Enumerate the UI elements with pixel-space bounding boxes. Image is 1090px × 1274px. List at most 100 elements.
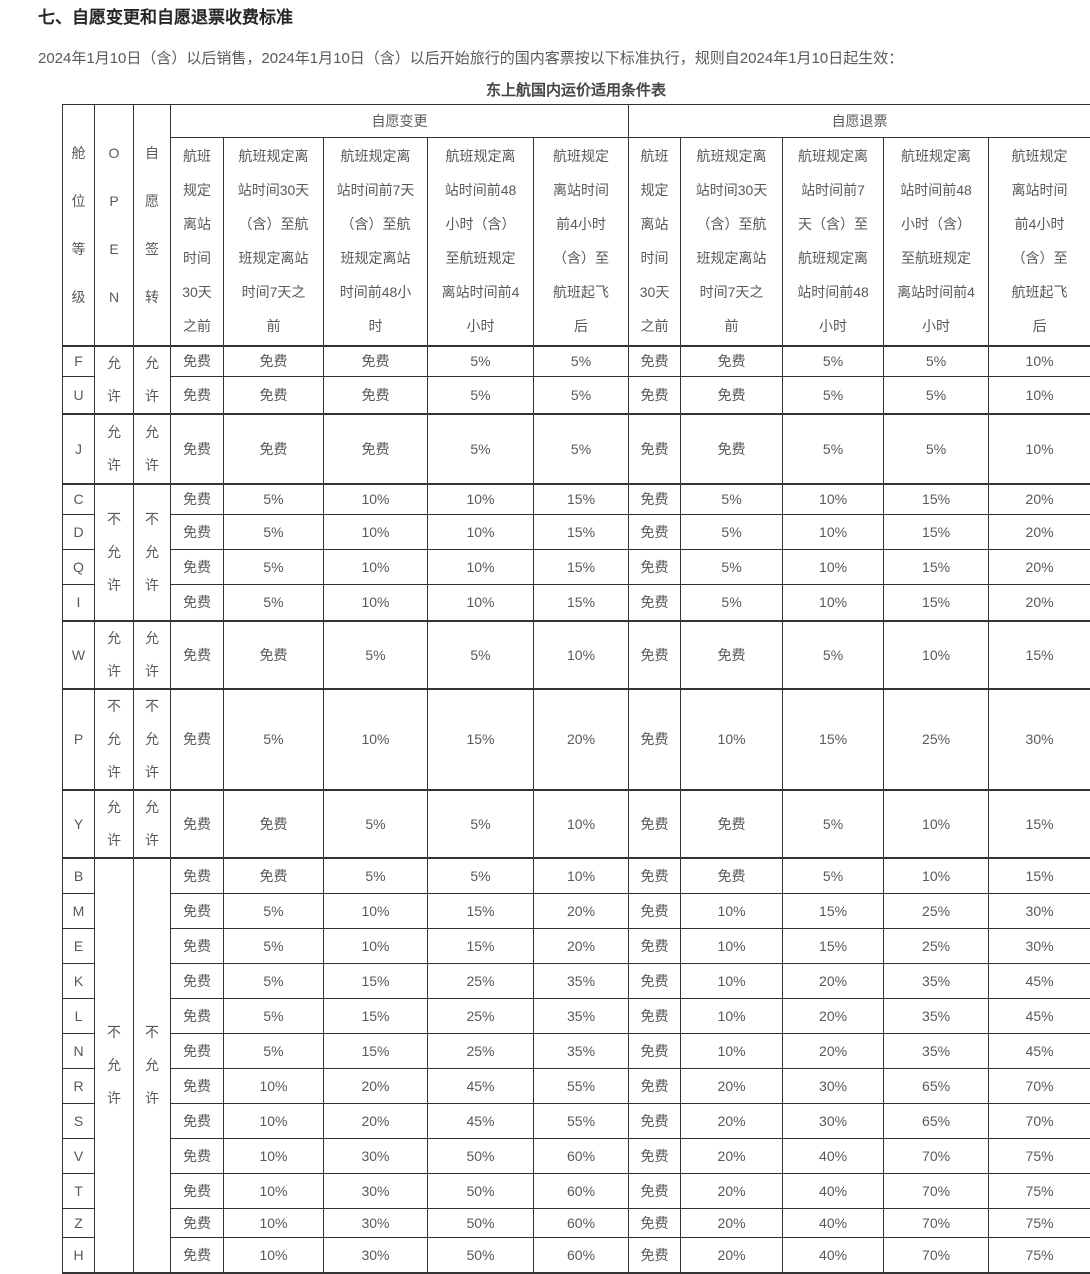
change-fee-cell-U-3: 免费 bbox=[324, 376, 428, 413]
cabin-cell-B: B bbox=[63, 858, 95, 894]
change-fee-cell-Q-1: 免费 bbox=[171, 550, 224, 585]
change-fee-cell-M-5: 20% bbox=[534, 894, 629, 929]
change-fee-cell-V-5: 60% bbox=[534, 1139, 629, 1174]
change-fee-cell-H-3: 30% bbox=[324, 1238, 428, 1273]
change-fee-cell-K-1: 免费 bbox=[171, 964, 224, 999]
refund-fee-cell-Z-1: 免费 bbox=[629, 1209, 681, 1238]
refund-fee-cell-J-4: 5% bbox=[884, 414, 989, 484]
refund-fee-cell-Q-4: 15% bbox=[884, 550, 989, 585]
refund-fee-cell-D-3: 10% bbox=[783, 515, 884, 550]
change-fee-cell-V-2: 10% bbox=[224, 1139, 324, 1174]
change-fee-cell-H-5: 60% bbox=[534, 1238, 629, 1273]
open-permission-cell: 允许 bbox=[95, 414, 134, 484]
change-fee-cell-D-1: 免费 bbox=[171, 515, 224, 550]
change-fee-cell-D-5: 15% bbox=[534, 515, 629, 550]
refund-fee-cell-N-1: 免费 bbox=[629, 1034, 681, 1069]
header-endorse-label: 自愿签转 bbox=[144, 129, 160, 321]
cabin-cell-V: V bbox=[63, 1139, 95, 1174]
refund-fee-cell-M-3: 15% bbox=[783, 894, 884, 929]
refund-fee-cell-E-4: 25% bbox=[884, 929, 989, 964]
change-fee-cell-Z-3: 30% bbox=[324, 1209, 428, 1238]
refund-fee-cell-B-5: 15% bbox=[989, 858, 1090, 894]
cabin-cell-T: T bbox=[63, 1174, 95, 1209]
change-fee-cell-S-3: 20% bbox=[324, 1104, 428, 1139]
header-voluntary-change: 自愿变更 bbox=[171, 105, 629, 138]
refund-fee-cell-P-4: 25% bbox=[884, 689, 989, 790]
change-period-header-4: 航班规定离站时间前48小时（含）至航班规定离站时间前4小时 bbox=[428, 138, 534, 346]
refund-fee-cell-B-1: 免费 bbox=[629, 858, 681, 894]
refund-fee-cell-U-5: 10% bbox=[989, 376, 1090, 413]
refund-fee-cell-N-3: 20% bbox=[783, 1034, 884, 1069]
cabin-cell-I: I bbox=[63, 585, 95, 621]
refund-fee-cell-Y-1: 免费 bbox=[629, 790, 681, 858]
refund-fee-cell-V-5: 75% bbox=[989, 1139, 1090, 1174]
refund-fee-cell-U-2: 免费 bbox=[681, 376, 783, 413]
refund-fee-cell-T-4: 70% bbox=[884, 1174, 989, 1209]
change-fee-cell-L-4: 25% bbox=[428, 999, 534, 1034]
endorse-permission-cell-label: 不允许 bbox=[144, 1016, 160, 1115]
refund-fee-cell-K-4: 35% bbox=[884, 964, 989, 999]
change-fee-cell-W-3: 5% bbox=[324, 621, 428, 689]
header-endorse: 自愿签转 bbox=[134, 105, 171, 346]
refund-fee-cell-R-4: 65% bbox=[884, 1069, 989, 1104]
open-permission-cell: 允许 bbox=[95, 621, 134, 689]
refund-fee-cell-H-3: 40% bbox=[783, 1238, 884, 1273]
refund-period-header-5: 航班规定离站时间前4小时（含）至航班起飞后 bbox=[989, 138, 1090, 346]
change-fee-cell-E-2: 5% bbox=[224, 929, 324, 964]
change-fee-cell-D-2: 5% bbox=[224, 515, 324, 550]
change-fee-cell-P-5: 20% bbox=[534, 689, 629, 790]
cabin-cell-F: F bbox=[63, 346, 95, 377]
change-fee-cell-W-1: 免费 bbox=[171, 621, 224, 689]
fare-conditions-table: 舱位等级 OPEN 自愿签转 自愿变更 自愿退票 航班规定离站时间30天之前 航… bbox=[62, 104, 1090, 1274]
endorse-permission-cell: 允许 bbox=[134, 790, 171, 858]
refund-fee-cell-F-2: 免费 bbox=[681, 346, 783, 377]
change-fee-cell-E-1: 免费 bbox=[171, 929, 224, 964]
refund-fee-cell-B-3: 5% bbox=[783, 858, 884, 894]
refund-fee-cell-W-4: 10% bbox=[884, 621, 989, 689]
refund-fee-cell-P-3: 15% bbox=[783, 689, 884, 790]
change-fee-cell-D-4: 10% bbox=[428, 515, 534, 550]
change-fee-cell-B-3: 5% bbox=[324, 858, 428, 894]
refund-fee-cell-Z-2: 20% bbox=[681, 1209, 783, 1238]
change-fee-cell-L-3: 15% bbox=[324, 999, 428, 1034]
change-fee-cell-H-1: 免费 bbox=[171, 1238, 224, 1273]
change-fee-cell-C-3: 10% bbox=[324, 484, 428, 515]
change-fee-cell-E-5: 20% bbox=[534, 929, 629, 964]
refund-fee-cell-J-3: 5% bbox=[783, 414, 884, 484]
refund-fee-cell-Q-3: 10% bbox=[783, 550, 884, 585]
intro-text: 2024年1月10日（含）以后销售，2024年1月10日（含）以后开始旅行的国内… bbox=[38, 49, 1090, 68]
open-permission-cell-label: 允许 bbox=[106, 791, 122, 857]
cabin-cell-R: R bbox=[63, 1069, 95, 1104]
refund-fee-cell-E-2: 10% bbox=[681, 929, 783, 964]
change-fee-cell-N-5: 35% bbox=[534, 1034, 629, 1069]
change-fee-cell-K-4: 25% bbox=[428, 964, 534, 999]
header-open-label: OPEN bbox=[106, 129, 122, 321]
change-fee-cell-Y-1: 免费 bbox=[171, 790, 224, 858]
refund-fee-cell-Z-4: 70% bbox=[884, 1209, 989, 1238]
change-fee-cell-F-1: 免费 bbox=[171, 346, 224, 377]
change-fee-cell-J-3: 免费 bbox=[324, 414, 428, 484]
refund-fee-cell-C-1: 免费 bbox=[629, 484, 681, 515]
refund-fee-cell-W-2: 免费 bbox=[681, 621, 783, 689]
group-header-row: 舱位等级 OPEN 自愿签转 自愿变更 自愿退票 bbox=[63, 105, 1090, 138]
endorse-permission-cell: 不允许 bbox=[134, 484, 171, 621]
change-fee-cell-E-4: 15% bbox=[428, 929, 534, 964]
change-fee-cell-M-2: 5% bbox=[224, 894, 324, 929]
refund-fee-cell-Q-2: 5% bbox=[681, 550, 783, 585]
change-fee-cell-Y-4: 5% bbox=[428, 790, 534, 858]
open-permission-cell: 允许 bbox=[95, 346, 134, 414]
endorse-permission-cell: 允许 bbox=[134, 414, 171, 484]
refund-fee-cell-H-2: 20% bbox=[681, 1238, 783, 1273]
change-fee-cell-Q-3: 10% bbox=[324, 550, 428, 585]
open-permission-cell-label: 不允许 bbox=[106, 503, 122, 602]
change-fee-cell-R-5: 55% bbox=[534, 1069, 629, 1104]
refund-fee-cell-C-3: 10% bbox=[783, 484, 884, 515]
change-fee-cell-T-1: 免费 bbox=[171, 1174, 224, 1209]
endorse-permission-cell: 不允许 bbox=[134, 689, 171, 790]
refund-fee-cell-V-4: 70% bbox=[884, 1139, 989, 1174]
change-fee-cell-I-4: 10% bbox=[428, 585, 534, 621]
